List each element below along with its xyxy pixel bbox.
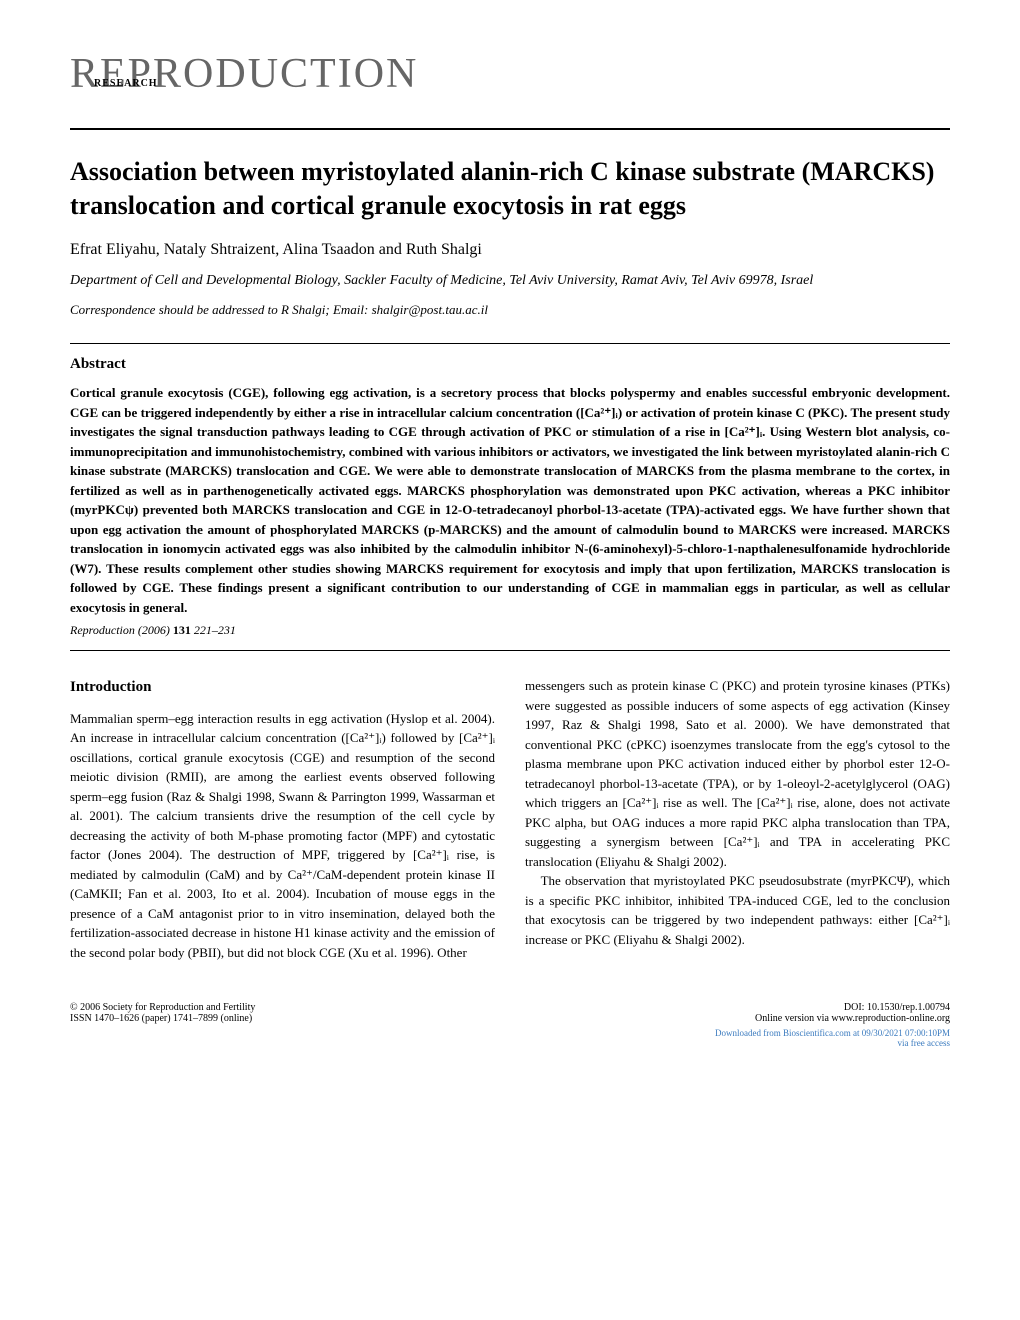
abstract-text: Cortical granule exocytosis (CGE), follo… <box>70 383 950 617</box>
body-columns: Introduction Mammalian sperm–egg interac… <box>70 676 950 962</box>
divider-bottom <box>70 650 950 651</box>
journal-name-text: REPRODUCTION <box>70 51 418 97</box>
correspondence: Correspondence should be addressed to R … <box>70 302 950 318</box>
intro-para-1: Mammalian sperm–egg interaction results … <box>70 709 495 963</box>
page-footer: © 2006 Society for Reproduction and Fert… <box>70 1002 950 1024</box>
online-version: Online version via www.reproduction-onli… <box>755 1013 950 1024</box>
intro-para-3: The observation that myristoylated PKC p… <box>525 871 950 949</box>
journal-name: REPRODUCTION RESEARCH <box>70 50 950 98</box>
abstract-citation: Reproduction (2006) 131 221–231 <box>70 623 950 638</box>
divider-top <box>70 343 950 344</box>
citation-year: (2006) <box>138 623 170 637</box>
footer-left: © 2006 Society for Reproduction and Fert… <box>70 1002 255 1024</box>
copyright: © 2006 Society for Reproduction and Fert… <box>70 1002 255 1013</box>
download-text: Downloaded from Bioscientifica.com at 09… <box>70 1028 950 1038</box>
intro-para-2: messengers such as protein kinase C (PKC… <box>525 676 950 871</box>
download-note: Downloaded from Bioscientifica.com at 09… <box>70 1028 950 1048</box>
column-right: messengers such as protein kinase C (PKC… <box>525 676 950 962</box>
citation-journal: Reproduction <box>70 623 135 637</box>
journal-header: REPRODUCTION RESEARCH <box>70 50 950 98</box>
doi: DOI: 10.1530/rep.1.00794 <box>755 1002 950 1013</box>
header-rule <box>70 128 950 130</box>
footer-right: DOI: 10.1530/rep.1.00794 Online version … <box>755 1002 950 1024</box>
section-label: RESEARCH <box>94 78 158 89</box>
authors: Efrat Eliyahu, Nataly Shtraizent, Alina … <box>70 241 950 259</box>
abstract-heading: Abstract <box>70 356 950 373</box>
article-title: Association between myristoylated alanin… <box>70 155 950 223</box>
issn: ISSN 1470–1626 (paper) 1741–7899 (online… <box>70 1013 255 1024</box>
access-text: via free access <box>70 1038 950 1048</box>
citation-vol: 131 <box>173 623 191 637</box>
affiliation: Department of Cell and Developmental Bio… <box>70 271 950 291</box>
intro-heading: Introduction <box>70 676 495 699</box>
column-left: Introduction Mammalian sperm–egg interac… <box>70 676 495 962</box>
citation-pages: 221–231 <box>194 623 236 637</box>
